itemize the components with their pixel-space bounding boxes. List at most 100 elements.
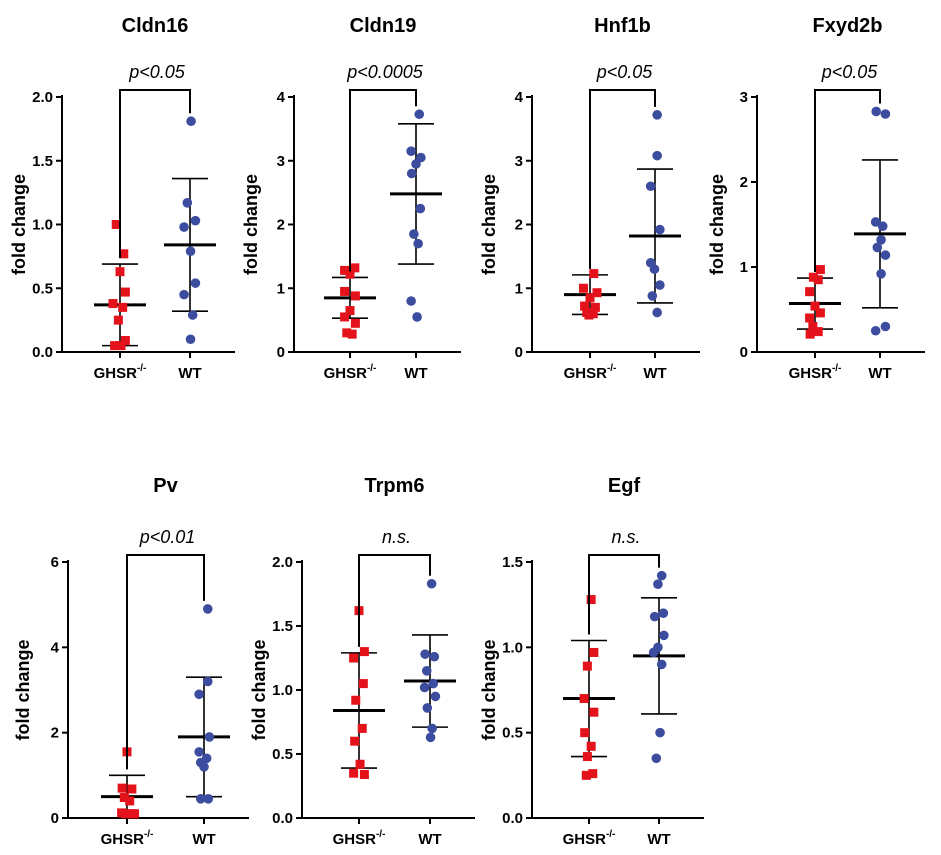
data-point-ghsr: [119, 793, 129, 803]
y-tick-label: 1: [740, 259, 748, 276]
data-point-wt: [414, 109, 425, 120]
category-name: WT: [418, 831, 441, 848]
data-point-ghsr: [579, 283, 589, 293]
data-point-ghsr: [342, 328, 352, 338]
category-superscript: -/-: [376, 829, 385, 840]
data-point-wt: [190, 215, 201, 226]
data-point-ghsr: [340, 286, 350, 296]
data-point-wt: [651, 753, 662, 764]
data-point-wt: [194, 689, 204, 700]
data-point-wt: [658, 608, 669, 618]
data-point-wt: [179, 289, 189, 300]
data-point-wt: [659, 630, 669, 641]
y-axis-label: fold change: [13, 639, 33, 740]
data-point-wt: [187, 310, 198, 320]
y-tick-label: 1.5: [272, 618, 293, 635]
x-tick-label: GHSR-/-: [789, 363, 842, 382]
data-point-ghsr: [584, 310, 594, 320]
significance-bracket: [588, 554, 660, 635]
significance-label: p<0.0005: [346, 62, 424, 82]
data-point-ghsr: [582, 661, 592, 671]
data-point-ghsr: [592, 288, 602, 298]
y-axis-label: fold change: [9, 174, 29, 275]
data-point-wt: [427, 723, 437, 734]
data-point-wt: [876, 269, 886, 279]
data-point-ghsr: [347, 329, 357, 339]
data-point-ghsr: [113, 315, 123, 325]
y-tick-label: 2: [277, 217, 285, 234]
data-point-ghsr: [359, 769, 369, 779]
significance-bracket: [358, 554, 431, 647]
data-point-ghsr: [349, 768, 359, 778]
y-tick-label: 2.0: [272, 554, 293, 571]
data-point-ghsr: [119, 249, 129, 259]
y-axis-label: fold change: [241, 174, 261, 275]
chart-title: Egf: [608, 475, 641, 497]
data-point-ghsr: [355, 759, 365, 769]
data-point-wt: [411, 159, 421, 169]
category-superscript: -/-: [144, 829, 153, 840]
data-point-wt: [429, 651, 440, 662]
data-point-wt: [406, 146, 416, 156]
y-tick-label: 2: [51, 725, 59, 742]
y-axis-label: fold change: [479, 639, 499, 740]
y-tick-label: 0: [51, 810, 59, 827]
panel-pv: Pv fold change 0 2 4 6 GHSR-/- WT p<0.01: [13, 475, 249, 848]
data-point-ghsr: [350, 291, 360, 301]
data-point-ghsr: [340, 265, 350, 275]
significance-bracket: [814, 89, 881, 273]
data-point-wt: [406, 296, 416, 306]
category-name: WT: [178, 365, 201, 382]
x-tick-label: GHSR-/-: [324, 363, 377, 382]
data-point-ghsr: [589, 647, 599, 657]
y-tick-label: 0.0: [502, 810, 523, 827]
data-point-ghsr: [359, 647, 369, 657]
data-point-wt: [880, 109, 891, 119]
data-point-ghsr: [815, 308, 825, 318]
data-point-wt: [649, 611, 660, 622]
x-tick-label: GHSR-/-: [563, 829, 616, 848]
data-point-ghsr: [340, 312, 350, 322]
data-point-ghsr: [813, 327, 823, 337]
panel-fxyd2b: Fxyd2b fold change 0 1 2 3 GHSR-/- WT p<0.05: [707, 15, 925, 382]
data-point-ghsr: [810, 301, 820, 311]
data-point-wt: [645, 181, 656, 192]
y-tick-label: 1: [277, 280, 285, 297]
data-point-ghsr: [111, 220, 121, 229]
data-point-wt: [877, 221, 888, 231]
y-tick-label: 0.0: [32, 344, 53, 361]
significance-label: p<0.05: [821, 62, 879, 82]
panel-cldn16: Cldn16 fold change 0.0 0.5 1.0 1.5 2.0 GHSR-/- W…: [9, 15, 235, 382]
data-point-wt: [872, 242, 883, 253]
data-point-ghsr: [585, 293, 595, 303]
y-tick-label: 1.0: [32, 217, 53, 234]
data-point-wt: [204, 732, 215, 742]
y-tick-label: 0: [277, 344, 285, 361]
data-point-wt: [647, 291, 658, 301]
x-tick-label: WT: [418, 831, 441, 848]
data-point-ghsr: [808, 322, 818, 331]
data-point-ghsr: [813, 275, 823, 285]
data-point-ghsr: [349, 653, 359, 663]
y-tick-label: 0.5: [32, 280, 53, 297]
chart-title: Cldn19: [350, 15, 417, 37]
y-tick-label: 0: [740, 344, 748, 361]
data-point-wt: [428, 678, 439, 689]
data-point-wt: [185, 334, 196, 345]
data-point-ghsr: [581, 770, 591, 780]
data-point-wt: [419, 682, 430, 693]
data-point-wt: [415, 203, 426, 214]
category-superscript: -/-: [832, 363, 841, 374]
y-tick-label: 1: [515, 280, 523, 297]
data-point-ghsr: [127, 784, 137, 794]
y-tick-label: 3: [515, 153, 523, 170]
y-tick-label: 1.5: [32, 153, 53, 170]
significance-label: p<0.05: [596, 62, 654, 82]
data-point-ghsr: [118, 302, 128, 312]
x-tick-label: WT: [643, 365, 666, 382]
x-tick-label: WT: [647, 831, 670, 848]
data-point-ghsr: [588, 769, 598, 779]
significance-bracket: [589, 89, 656, 269]
data-point-wt: [412, 312, 422, 322]
data-point-wt: [871, 106, 882, 117]
